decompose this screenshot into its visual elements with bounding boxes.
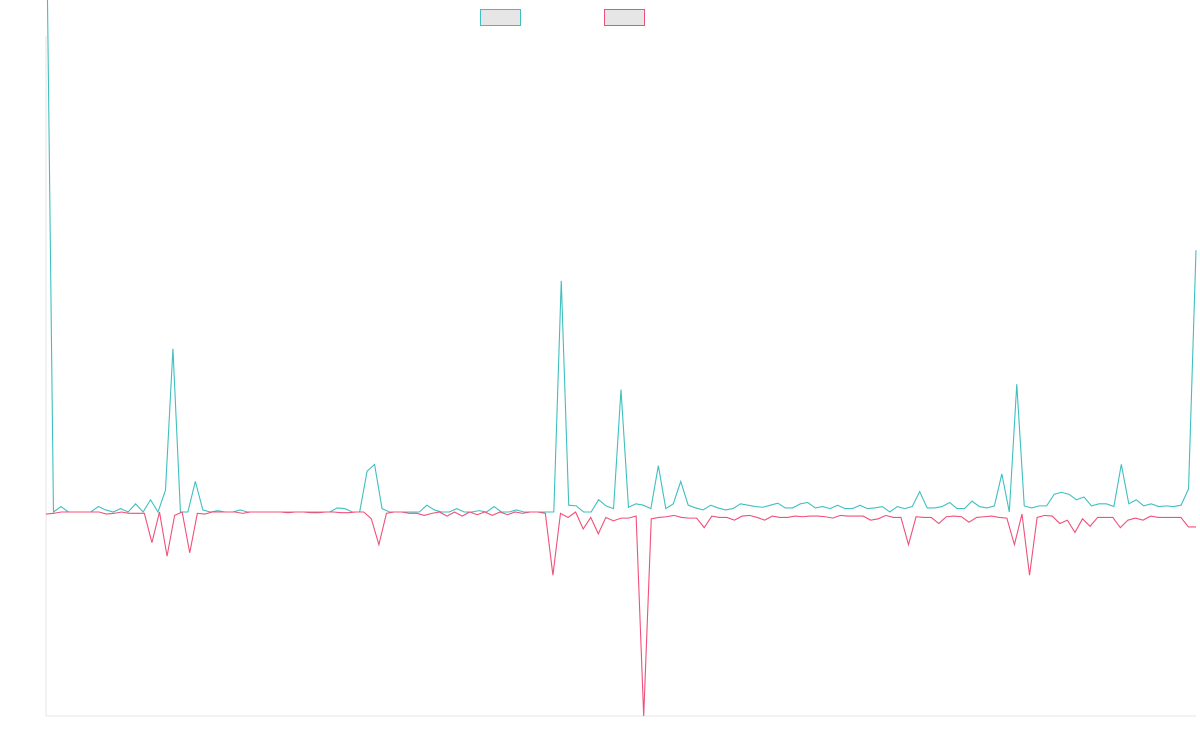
legend-swatch-1 [480,9,521,26]
series-line-2 [45,511,1196,717]
legend-item-2[interactable] [604,9,645,26]
series-lines [45,0,1197,717]
legend-item-1[interactable] [480,9,521,26]
legend [480,9,645,26]
legend-swatch-2 [604,9,645,26]
series-line-1 [46,0,1197,514]
axes [45,36,1196,717]
